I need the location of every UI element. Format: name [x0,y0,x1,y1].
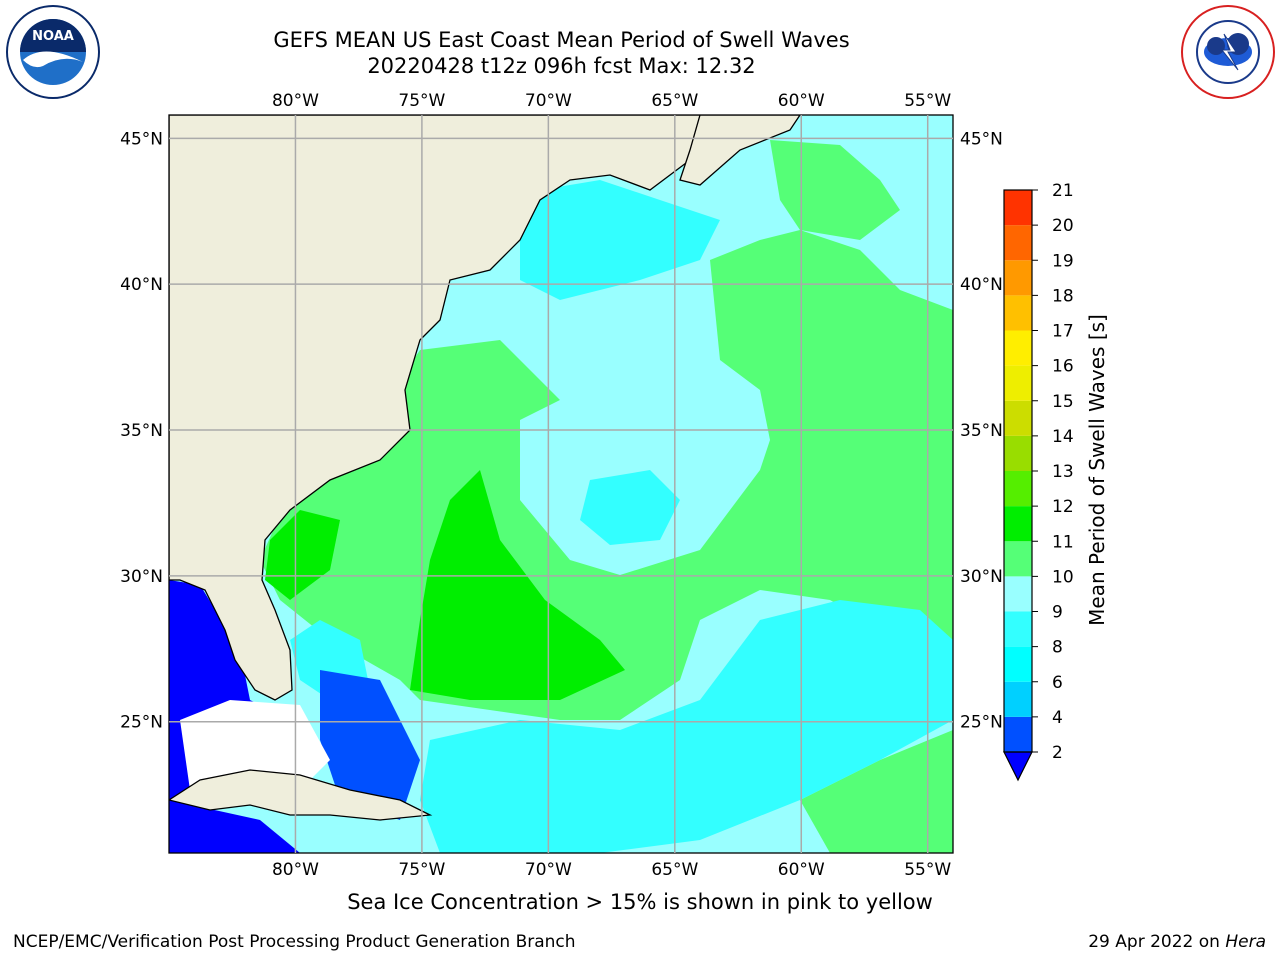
colorbar-tick-label-5: 10 [1052,567,1074,587]
x-tick-top-3: 65°W [651,91,698,111]
map-area [169,115,953,853]
colorbar-tick-label-10: 15 [1052,392,1074,412]
map-frame [168,114,954,854]
y-tick-left-4: 45°N [120,129,163,149]
x-tick-bottom-1: 75°W [398,860,445,880]
grid-lines [169,115,953,853]
colorbar-tick-label-15: 20 [1052,216,1074,236]
nws-logo [1181,5,1275,99]
colorbar-extend-arrow [1003,751,1033,782]
footer-host: Hera [1225,932,1266,952]
field-9-10-se [800,730,953,853]
x-tick-top-0: 80°W [272,91,319,111]
noaa-logo: NOAA [6,5,100,99]
chart-title: GEFS MEAN US East Coast Mean Period of S… [273,28,850,52]
field-2-4-caribbean [169,800,300,853]
colorbar: 2 4 6 8 9 10 11 12 13 14 15 16 17 18 19 20 21 [1003,181,1074,782]
field-9-10-north [770,140,900,240]
footer-date-text: 29 Apr 2022 on [1088,932,1226,952]
colorbar-tick-label-14: 19 [1052,251,1074,271]
colorbar-bin-8 [1004,435,1032,471]
colorbar-bin-3 [1004,611,1032,647]
colorbar-bin-11 [1004,330,1032,366]
y-tick-right-3: 40°N [960,275,1003,295]
field-6-8-mid [580,470,680,545]
colorbar-bin-2 [1004,646,1032,682]
y-tick-right-1: 30°N [960,567,1003,587]
colorbar-tick-label-12: 17 [1052,322,1074,342]
colorbar-bin-13 [1004,260,1032,296]
colorbar-bin-5 [1004,541,1032,577]
y-tick-left-2: 35°N [120,421,163,441]
noaa-logo-text: NOAA [32,29,74,44]
x-tick-bottom-4: 60°W [778,860,825,880]
colorbar-tick-label-8: 13 [1052,462,1074,482]
colorbar-bin-7 [1004,471,1032,507]
y-tick-left-3: 40°N [120,275,163,295]
field-10-11-coast [265,510,340,600]
colorbar-tick-label-6: 11 [1052,532,1074,552]
x-tick-top-4: 60°W [778,91,825,111]
tick-labels: 80°W 80°W 75°W 75°W 70°W 70°W 65°W 65°W 60°W 60°W… [120,91,1003,880]
chart-subtitle: 20220428 t12z 096h fcst Max: 12.32 [367,54,756,78]
x-tick-bottom-0: 80°W [272,860,319,880]
colorbar-bin-9 [1004,400,1032,436]
colorbar-tick-label-4: 9 [1052,603,1063,623]
y-tick-right-0: 25°N [960,713,1003,733]
colorbar-tick-label-7: 12 [1052,497,1074,517]
footer-date: 29 Apr 2022 on Hera [1088,932,1266,952]
land-cuba [169,769,433,821]
y-tick-right-2: 35°N [960,421,1003,441]
x-tick-top-5: 55°W [904,91,951,111]
field-6-8-south [420,600,953,853]
field-10-11-core [410,470,625,700]
footer-credit: NCEP/EMC/Verification Post Processing Pr… [13,932,576,952]
land-north-america [169,115,741,701]
colorbar-bin-10 [1004,365,1032,401]
x-tick-top-1: 75°W [398,91,445,111]
x-tick-bottom-5: 55°W [904,860,951,880]
colorbar-bin-0 [1004,716,1032,752]
colorbar-tick-label-2: 6 [1052,673,1063,693]
colorbar-tick-label-11: 16 [1052,357,1074,377]
colorbar-tick-label-3: 8 [1052,638,1063,658]
colorbar-bin-14 [1004,225,1032,261]
land-nova-scotia [679,115,801,186]
colorbar-bin-4 [1004,576,1032,612]
colorbar-tick-label-0: 2 [1052,743,1063,763]
x-tick-top-2: 70°W [525,91,572,111]
y-tick-left-0: 25°N [120,713,163,733]
field-6-8-gulf-of-maine [520,180,720,300]
colorbar-bin-15 [1004,190,1032,226]
field-2-4-bahamas [320,670,420,820]
colorbar-tick-label-16: 21 [1052,181,1074,201]
colorbar-tick-label-13: 18 [1052,286,1074,306]
colorbar-bin-12 [1004,295,1032,331]
colorbar-tick-label-1: 4 [1052,708,1063,728]
colorbar-label: Mean Period of Swell Waves [s] [1085,314,1109,626]
colorbar-bin-1 [1004,681,1032,717]
sea-ice-caption: Sea Ice Concentration > 15% is shown in … [347,890,933,914]
y-tick-left-1: 30°N [120,567,163,587]
colorbar-tick-label-9: 14 [1052,427,1074,447]
x-tick-bottom-3: 65°W [651,860,698,880]
y-tick-right-4: 45°N [960,129,1003,149]
colorbar-bin-6 [1004,506,1032,542]
x-tick-bottom-2: 70°W [525,860,572,880]
